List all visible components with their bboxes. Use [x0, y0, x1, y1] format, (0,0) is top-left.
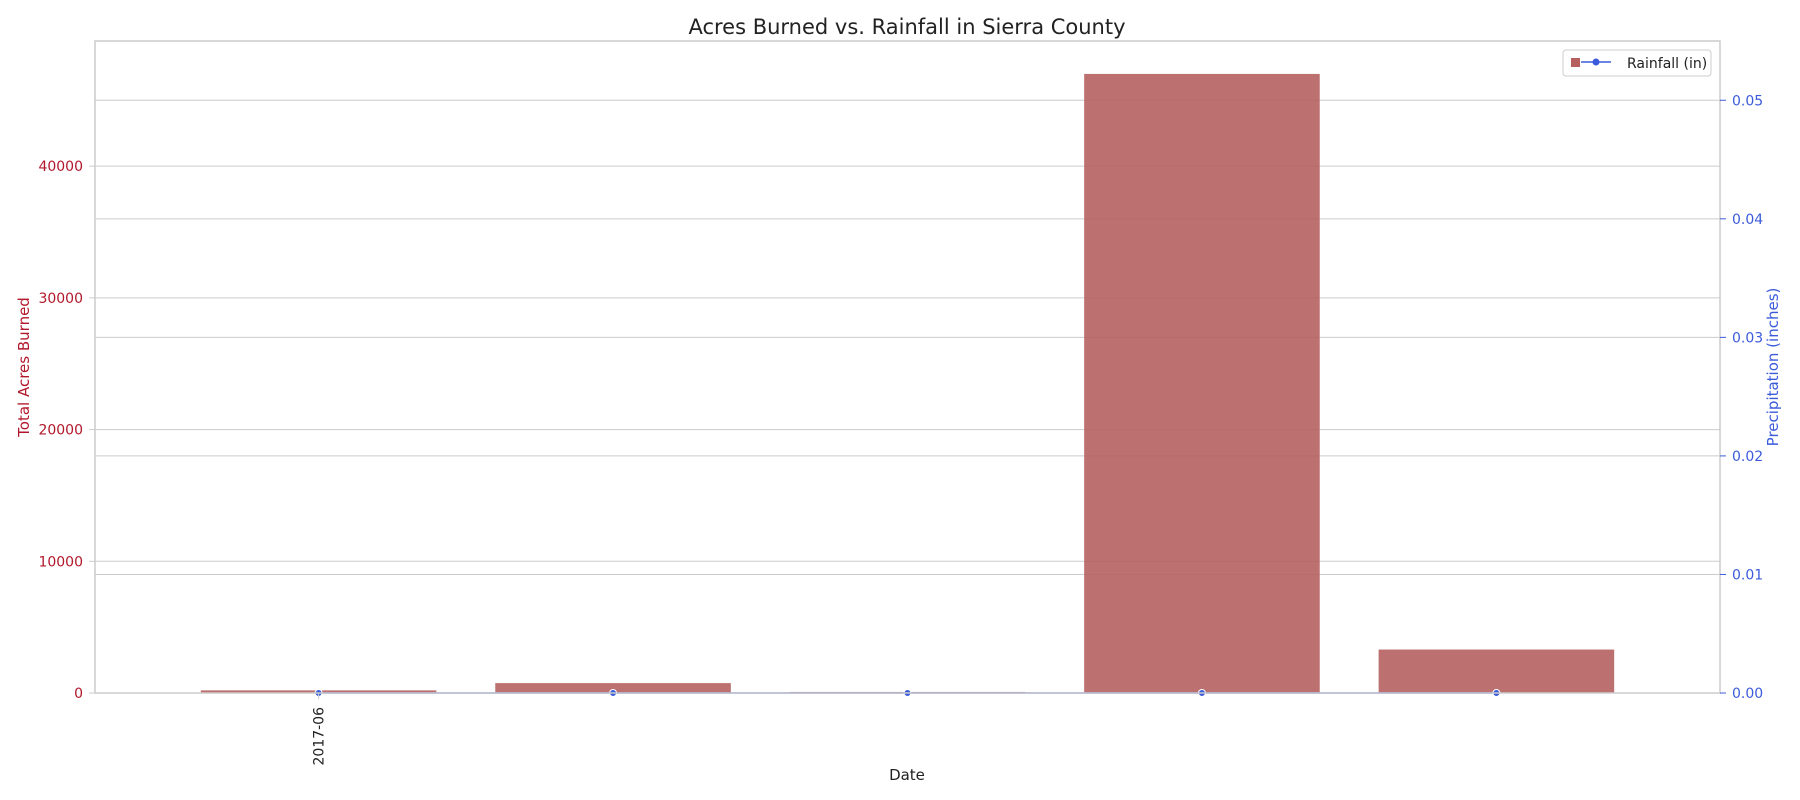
y-left-tick-label: 20000 [38, 423, 83, 439]
right-axis-ticks: 0.00 0.01 0.02 0.03 0.04 0.05 [1720, 93, 1763, 702]
bar-series [200, 73, 1615, 693]
legend: Rainfall (in) [1562, 49, 1712, 77]
y-left-tick-label: 0 [74, 686, 83, 702]
y-left-tick-label: 40000 [38, 159, 83, 175]
x-tick-label: 2017-06 [312, 707, 328, 766]
acres-bar [1084, 73, 1320, 693]
y-left-tick-label: 30000 [38, 291, 83, 307]
grid-layer [95, 99, 1720, 575]
legend-label-rainfall: Rainfall (in) [1627, 56, 1707, 72]
legend-marker-rainfall [1592, 58, 1600, 66]
left-axis-ticks: 0 10000 20000 30000 40000 [38, 159, 95, 702]
y-right-tick-label: 0.02 [1732, 449, 1763, 465]
y-axis-left-title: Total Acres Burned [15, 297, 33, 438]
chart-title: Acres Burned vs. Rainfall in Sierra Coun… [688, 15, 1125, 39]
acres-bar [495, 683, 731, 693]
y-left-tick-label: 10000 [38, 554, 83, 570]
y-right-tick-label: 0.00 [1732, 686, 1763, 702]
y-right-tick-label: 0.01 [1732, 567, 1763, 583]
legend-swatch-acres [1571, 58, 1580, 67]
y-axis-right-title: Precipitation (inches) [1764, 288, 1782, 447]
plot-frame [94, 40, 1721, 694]
x-axis-title: Date [889, 766, 925, 784]
y-right-tick-label: 0.03 [1732, 330, 1763, 346]
legend-box [1562, 49, 1712, 77]
x-axis-ticks: 2017-06 [312, 693, 328, 766]
y-right-tick-label: 0.05 [1732, 93, 1763, 109]
acres-bar [1378, 649, 1615, 693]
y-right-tick-label: 0.04 [1732, 212, 1763, 228]
